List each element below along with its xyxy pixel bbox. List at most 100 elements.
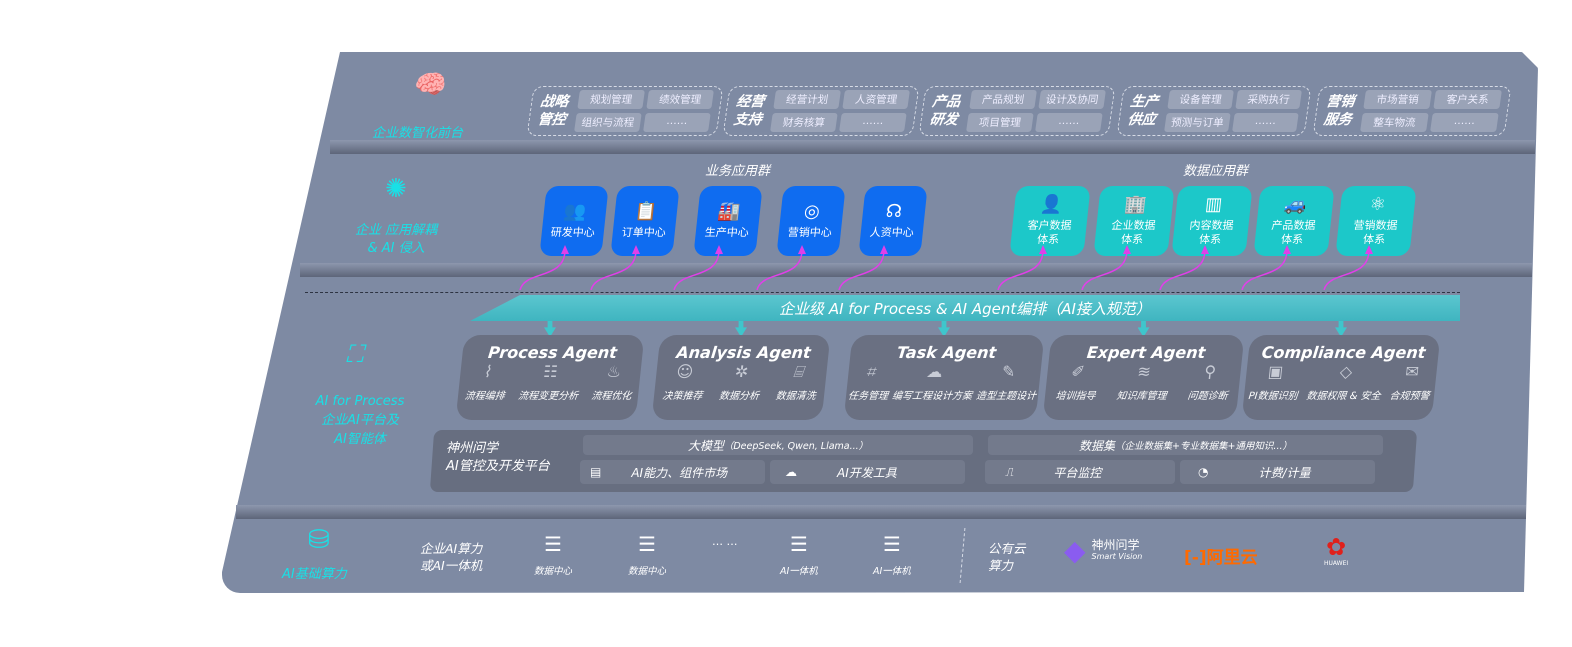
capability-icon: ⌸ [792, 362, 805, 381]
agent-card[interactable]: Compliance Agent ▣ PI数据识别 ◇ 数据权限 & 安全 ✉ 合规预警 [1241, 335, 1441, 420]
capability-icon: ◇ [1338, 362, 1354, 381]
capability-label: 决策推荐 [661, 391, 703, 402]
agent-capability: ☺ 决策推荐 [661, 362, 706, 403]
arrow-head [880, 245, 888, 254]
agent-capability: ♨ 流程优化 [590, 362, 635, 403]
model-label: 大模型 [687, 438, 724, 453]
arrow-head [1365, 245, 1373, 254]
server-icon: ☰ [544, 532, 562, 556]
capability-icon: ✎ [1000, 362, 1017, 381]
magenta-arrow [1159, 249, 1206, 291]
user-scan-icon: ⛶ [346, 340, 363, 368]
capability-icon: ♨ [605, 362, 623, 381]
component-icon: ▤ [590, 465, 602, 479]
magenta-arrow [519, 249, 566, 291]
agent-title: Process Agent [487, 343, 619, 362]
dataset-detail: （企业数据集+专业数据集+通用知识...） [1115, 441, 1292, 452]
label-line: 企业AI算力 [420, 541, 483, 556]
arrow-head [1283, 245, 1291, 254]
agent-capability: ☁ 编写工程设计方案 [891, 362, 975, 403]
tool-label: 计费/计量 [1258, 465, 1311, 480]
monitor-icon: ⎍ [1005, 464, 1014, 479]
arrow-head [715, 245, 723, 254]
molecule-icon: ✺ [385, 174, 407, 204]
tool-monitor[interactable]: ⎍ 平台监控 [985, 460, 1175, 484]
label-line: 企业AI平台及 [321, 413, 399, 428]
vendor-name: 阿里云 [1206, 548, 1258, 568]
agent-capability: ≋ 知识库管理 [1115, 362, 1170, 403]
capability-label: 流程优化 [590, 391, 632, 402]
vendor-name: 神州问学 [1091, 537, 1140, 552]
label-line: AI管控及开发平台 [446, 459, 550, 474]
label-line: 算力 [988, 558, 1014, 573]
agent-capability: ▣ PI数据识别 [1248, 362, 1301, 403]
capability-icon: ▣ [1267, 362, 1285, 381]
vendor-subname: Smart Vision [1091, 551, 1143, 561]
capability-label: 编写工程设计方案 [891, 391, 973, 402]
node-label: AI一体机 [780, 566, 818, 577]
capability-label: 任务管理 [847, 391, 889, 402]
diamond-icon: ◆ [1064, 534, 1086, 567]
aliyun-bracket-icon: [-] [1184, 548, 1207, 568]
agent-capability: ◇ 数据权限 & 安全 [1306, 362, 1384, 403]
cloud-code-icon: ☁ [785, 465, 797, 479]
node-label: 数据中心 [534, 566, 573, 577]
capability-label: 数据清洗 [775, 391, 817, 402]
dataset-bar: 数据集 （企业数据集+专业数据集+通用知识...） [988, 435, 1383, 455]
tool-label: 平台监控 [1053, 465, 1102, 480]
banner-text: 企业级 AI for Process & AI Agent编排（AI接入规范） [779, 299, 1151, 318]
capability-icon: ☁ [925, 362, 944, 381]
agent-capability: ⌇ 流程编排 [464, 362, 508, 403]
label-line: 神州问学 [446, 441, 499, 456]
gauge-icon: ◔ [1198, 465, 1209, 479]
node-datacenter: ☰ 数据中心 [628, 533, 666, 577]
shenzhou-logo: ◆ 神州问学 Smart Vision [1064, 534, 1142, 567]
model-detail: （DeepSeek, Qwen, Llama...） [723, 441, 869, 452]
tool-label: AI开发工具 [837, 465, 897, 480]
capability-icon: ✐ [1070, 362, 1086, 381]
tool-billing[interactable]: ◔ 计费/计量 [1180, 460, 1375, 484]
magenta-arrow [997, 249, 1044, 291]
ellipsis: … … [712, 535, 738, 548]
agent-card[interactable]: Task Agent ⌗ 任务管理 ☁ 编写工程设计方案 ✎ 造型主题设计 [843, 335, 1045, 420]
capability-label: 流程变更分析 [517, 391, 579, 402]
agent-capability: ☷ 流程变更分析 [517, 362, 581, 403]
agent-title: Analysis Agent [675, 343, 812, 362]
tool-market[interactable]: ▤ AI能力、组件市场 [580, 460, 765, 484]
private-compute-label: 企业AI算力 或AI一体机 [420, 540, 482, 574]
agent-capability: ✲ 数据分析 [718, 362, 762, 403]
magenta-arrow [838, 249, 885, 291]
magenta-arrow [756, 249, 803, 291]
server-icon: ☰ [790, 532, 808, 556]
server-icon: ☰ [638, 532, 656, 556]
agent-capability: ⌸ 数据清洗 [775, 362, 819, 403]
capability-label: 问题诊断 [1186, 391, 1229, 402]
platform-title: 神州问学 AI管控及开发平台 [446, 440, 550, 476]
arrow-head [1123, 245, 1131, 254]
data-group-title: 数据应用群 [1183, 164, 1249, 179]
agent-title: Compliance Agent [1260, 343, 1427, 362]
magenta-arrow [590, 249, 637, 291]
node-label: 数据中心 [628, 566, 667, 577]
huawei-logo: ✿ HUAWEI [1324, 534, 1348, 567]
label-line: 或AI一体机 [420, 558, 483, 573]
capability-label: 知识库管理 [1115, 391, 1168, 402]
magenta-arrow [1241, 249, 1288, 291]
agent-card[interactable]: Analysis Agent ☺ 决策推荐 ✲ 数据分析 ⌸ 数据清洗 [651, 335, 831, 420]
agent-title: Task Agent [895, 343, 998, 362]
orchestration-banner: 企业级 AI for Process & AI Agent编排（AI接入规范） [470, 295, 1460, 321]
label-line: AI智能体 [334, 432, 386, 447]
capability-label: 流程编排 [464, 391, 506, 402]
magenta-arrow [1323, 249, 1370, 291]
agent-capability: ✐ 培训指导 [1055, 362, 1099, 403]
aliyun-logo: [-]阿里云 [1184, 543, 1258, 568]
arrow-head [632, 245, 640, 254]
agent-card[interactable]: Expert Agent ✐ 培训指导 ≋ 知识库管理 ⚲ 问题诊断 [1042, 335, 1245, 420]
capability-icon: ⚲ [1203, 362, 1217, 381]
tool-dev[interactable]: ☁ AI开发工具 [770, 460, 965, 484]
agent-card[interactable]: Process Agent ⌇ 流程编排 ☷ 流程变更分析 ♨ 流程优化 [455, 335, 645, 420]
magenta-arrow [1081, 249, 1128, 291]
tool-label: AI能力、组件市场 [631, 465, 728, 480]
arrow-head [1039, 245, 1047, 254]
